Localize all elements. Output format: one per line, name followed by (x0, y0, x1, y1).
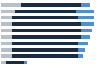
Bar (1, 16, 12, 19)
Bar (1, 54, 12, 58)
Bar (1, 10, 15, 13)
Bar (81, 29, 92, 32)
Bar (12, 42, 78, 45)
Bar (15, 10, 76, 13)
Bar (78, 48, 85, 52)
Bar (6, 61, 24, 64)
Bar (81, 35, 90, 39)
Bar (24, 61, 27, 64)
Bar (81, 3, 90, 7)
Bar (76, 10, 94, 13)
Bar (12, 22, 81, 26)
Bar (1, 42, 12, 45)
Bar (12, 48, 78, 52)
Bar (12, 54, 78, 58)
Bar (22, 3, 81, 7)
Bar (12, 16, 78, 19)
Bar (1, 3, 22, 7)
Bar (1, 61, 6, 64)
Bar (81, 22, 94, 26)
Bar (78, 54, 83, 58)
Bar (1, 35, 12, 39)
Bar (1, 22, 12, 26)
Bar (1, 48, 12, 52)
Bar (78, 42, 88, 45)
Bar (12, 29, 81, 32)
Bar (1, 29, 12, 32)
Bar (78, 16, 94, 19)
Bar (12, 35, 81, 39)
